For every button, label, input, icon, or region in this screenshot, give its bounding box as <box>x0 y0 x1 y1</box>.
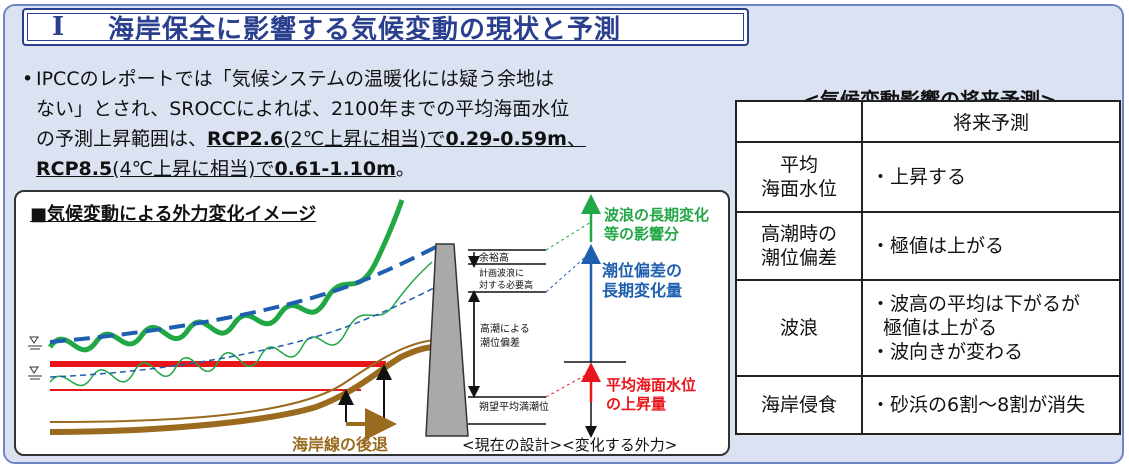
bullet-line-4: RCP8.5(4℃上昇に相当)で0.61-1.10m。 <box>22 154 727 184</box>
current-wave <box>49 261 433 387</box>
title-number: I <box>52 12 65 42</box>
row-head-erosion: 海岸侵食 <box>735 375 863 435</box>
bullet-line-2: ない」とされ、SROCCによれば、2100年までの平均海面水位 <box>22 94 727 124</box>
rcp85-note: (4℃上昇に相当) <box>112 158 256 180</box>
rcp26-note: (2℃上昇に相当) <box>283 128 427 150</box>
bullet-line-3-text: の予測上昇範囲は、 <box>36 128 208 150</box>
green-label-2: 等の影響分 <box>604 225 679 243</box>
bullet-line-2-text: ない」とされ、SROCCによれば、2100年までの平均海面水位 <box>36 98 570 120</box>
rcp85-period: 。 <box>395 158 415 180</box>
cell-sea-level: ・上昇する <box>861 141 1121 213</box>
water-level-marks <box>28 336 42 380</box>
bullet-line-1-text: IPCCのレポートでは「気候システムの温暖化には疑う余地は <box>36 68 555 90</box>
external-force-diagram: ■気候変動による外力変化イメージ <box>14 190 730 456</box>
rcp85-de: で <box>255 158 275 180</box>
table-row: 高潮時の 潮位偏差 ・極値は上がる <box>735 211 1121 281</box>
label-hwl: 朔望平均満潮位 <box>479 400 549 413</box>
bullet-line-1: • IPCCのレポートでは「気候システムの温暖化には疑う余地は <box>22 64 727 94</box>
rcp26-range: 0.29-0.59m <box>445 128 567 150</box>
change-arrows <box>545 194 626 438</box>
rcp26-de: で <box>426 128 446 150</box>
cell-erosion: ・砂浜の6割～8割が消失 <box>861 375 1121 435</box>
label-margin: 余裕高 <box>479 251 509 264</box>
row-head-wave: 波浪 <box>735 279 863 377</box>
green-label-1: 波浪の長期変化 <box>604 206 709 224</box>
bottom-caption: <現在の設計><変化する外力> <box>462 436 677 454</box>
retreat-label: 海岸線の後退 <box>292 435 388 454</box>
diagram-canvas: 海岸線の後退 余裕高 計画波浪に 対する必要高 高潮による 潮位偏差 朔望平均満… <box>28 194 709 454</box>
beach-profile-future <box>49 344 437 435</box>
table-row: 波浪 ・波高の平均は下がるが 極値は上がる ・波向きが変わる <box>735 279 1121 377</box>
title-box: I 海岸保全に影響する気候変動の現状と予測 <box>22 8 749 46</box>
bullet-mark: • <box>22 68 34 90</box>
blue-label-1: 潮位偏差の <box>602 261 682 280</box>
label-wave-2: 対する必要高 <box>479 279 533 291</box>
bullet-text: • IPCCのレポートでは「気候システムの温暖化には疑う余地は ない」とされ、SR… <box>22 64 727 184</box>
table-row: 平均 海面水位 ・上昇する <box>735 141 1121 213</box>
future-table: 将来予測 平均 海面水位 ・上昇する 高潮時の 潮位偏差 ・極値は上がる 波浪 ・波… <box>735 100 1121 435</box>
retreat-arrows <box>338 364 397 440</box>
bullet-line-3: の予測上昇範囲は、RCP2.6(2℃上昇に相当)で0.29-0.59m、 <box>22 124 727 154</box>
red-label-1: 平均海面水位 <box>606 376 696 394</box>
sea-wall <box>425 243 469 437</box>
blue-label-2: 長期変化量 <box>602 281 682 300</box>
current-tide-curve <box>49 286 437 378</box>
cell-surge: ・極値は上がる <box>861 211 1121 281</box>
diagram-title: ■気候変動による外力変化イメージ <box>30 204 317 225</box>
row-head-sea-level: 平均 海面水位 <box>735 141 863 213</box>
row-head-surge: 高潮時の 潮位偏差 <box>735 211 863 281</box>
rcp85-range: 0.61-1.10m <box>274 158 396 180</box>
label-tide-1: 高潮による <box>480 322 530 335</box>
rcp26-comma: 、 <box>566 128 586 150</box>
design-level-ladder <box>468 249 546 425</box>
table-corner <box>735 100 863 143</box>
beach-profile-current <box>49 339 437 423</box>
label-tide-2: 潮位偏差 <box>480 336 520 349</box>
cell-wave: ・波高の平均は下がるが 極値は上がる ・波向きが変わる <box>861 279 1121 377</box>
rcp85-label: RCP8.5 <box>36 158 113 180</box>
table-header-row: 将来予測 <box>735 100 1121 143</box>
red-label-2: の上昇量 <box>606 395 666 413</box>
page-title: 海岸保全に影響する気候変動の現状と予測 <box>108 14 622 45</box>
future-tide-curve <box>49 245 437 344</box>
table-row: 海岸侵食 ・砂浜の6割～8割が消失 <box>735 375 1121 435</box>
table-header: 将来予測 <box>861 100 1121 143</box>
rcp26-label: RCP2.6 <box>207 128 284 150</box>
label-wave-1: 計画波浪に <box>479 267 524 279</box>
